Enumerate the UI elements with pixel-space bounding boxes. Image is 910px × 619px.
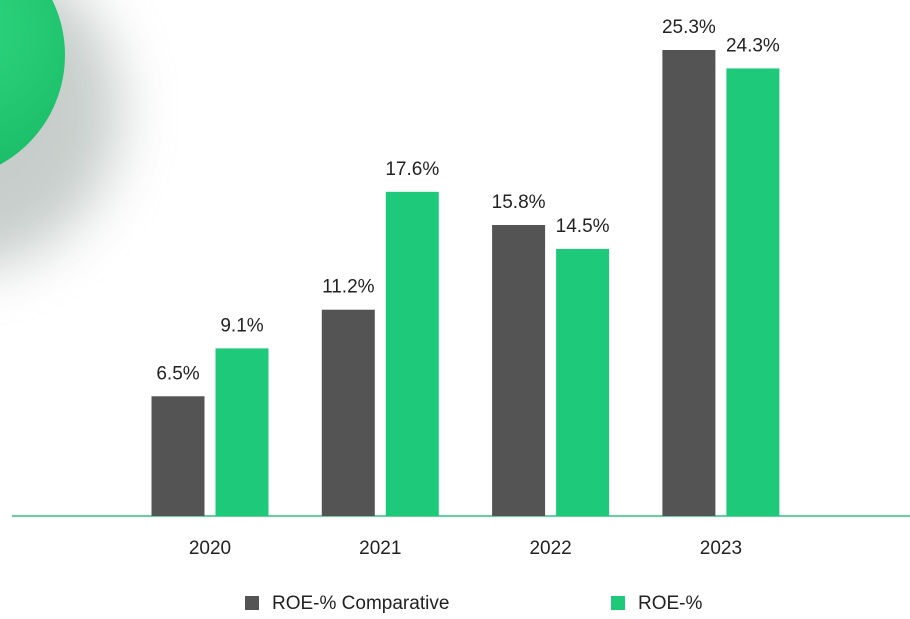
value-label: 17.6% bbox=[385, 159, 439, 180]
decor-ball bbox=[0, 0, 65, 165]
value-label: 15.8% bbox=[492, 192, 546, 213]
x-tick-label: 2020 bbox=[189, 538, 231, 559]
value-label: 25.3% bbox=[662, 17, 716, 38]
legend-swatch bbox=[245, 596, 259, 610]
legend-swatch bbox=[611, 596, 625, 610]
bar bbox=[321, 309, 375, 516]
bar bbox=[215, 348, 269, 516]
x-tick-label: 2023 bbox=[700, 538, 742, 559]
legend-label: ROE-% Comparative bbox=[272, 593, 449, 614]
bar bbox=[556, 248, 610, 516]
x-tick-label: 2022 bbox=[529, 538, 571, 559]
value-label: 9.1% bbox=[220, 315, 263, 336]
legend-label: ROE-% bbox=[638, 593, 703, 614]
bar bbox=[151, 396, 205, 516]
bar bbox=[662, 50, 716, 516]
x-tick-label: 2021 bbox=[359, 538, 401, 559]
value-label: 24.3% bbox=[726, 35, 780, 56]
bar bbox=[492, 224, 546, 517]
bar bbox=[385, 191, 439, 516]
bar bbox=[726, 68, 780, 516]
value-label: 11.2% bbox=[322, 277, 375, 298]
value-label: 6.5% bbox=[156, 363, 199, 384]
value-label: 14.5% bbox=[556, 216, 610, 237]
